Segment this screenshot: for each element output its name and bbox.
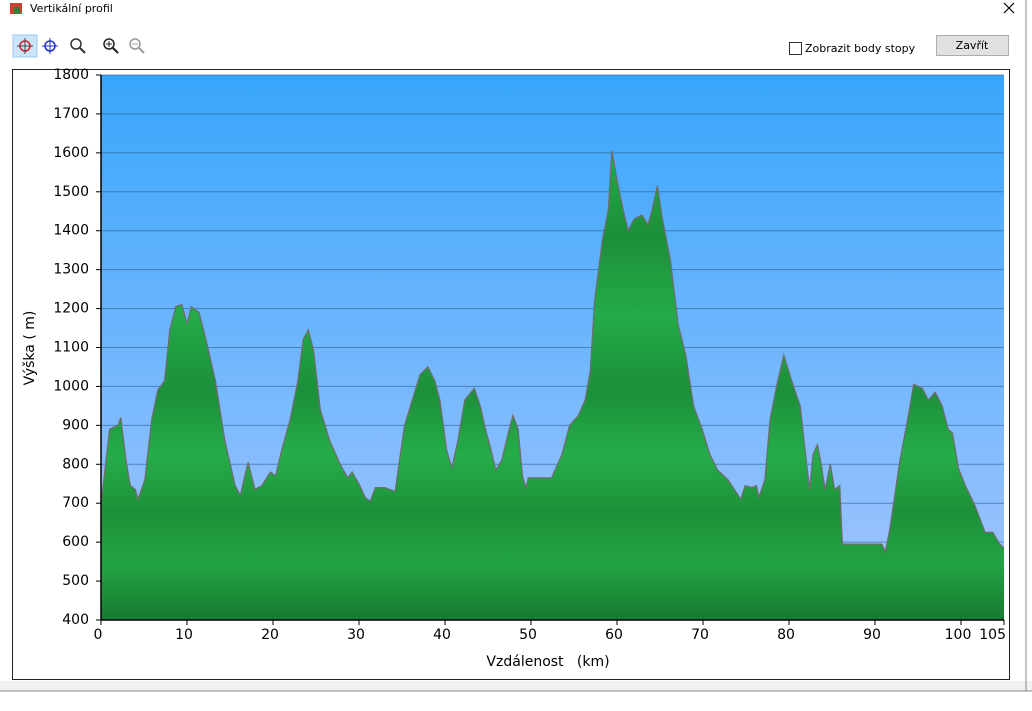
y-tick-label: 1300 (53, 262, 89, 278)
y-tick-label: 1700 (53, 106, 89, 122)
close-icon[interactable] (1003, 2, 1015, 14)
x-tick-label: 70 (691, 627, 709, 643)
app-icon-detail (14, 7, 20, 13)
y-tick-label: 1000 (53, 378, 89, 394)
x-tick-label: 40 (433, 627, 451, 643)
x-tick-label: 105 (979, 627, 1006, 643)
x-tick-label: 90 (863, 627, 881, 643)
area-fill (101, 150, 1004, 621)
y-tick-label: 500 (62, 573, 89, 589)
x-tick-label: 0 (94, 627, 103, 643)
x-tick-label: 100 (945, 627, 972, 643)
y-tick-label: 1400 (53, 223, 89, 239)
toolbar (17, 38, 145, 54)
x-tick-label: 30 (347, 627, 365, 643)
x-tick-label: 80 (777, 627, 795, 643)
y-tick-label: 900 (62, 417, 89, 433)
checkbox-label[interactable]: Zobrazit body stopy (805, 42, 916, 55)
y-tick-label: 1800 (53, 67, 89, 83)
y-tick-label: 1200 (53, 301, 89, 317)
profile-line (100, 150, 1005, 555)
tool-zoom-in[interactable] (103, 38, 115, 50)
tool-zoom-box[interactable] (70, 38, 82, 50)
x-tick-label: 20 (261, 627, 279, 643)
y-axis-label: Výška ( m) (22, 311, 38, 386)
y-tick-label: 700 (62, 495, 89, 511)
tool-zoom-out[interactable] (129, 38, 141, 50)
x-axis-label: Vzdálenost (km) (486, 654, 609, 670)
y-tick-label: 600 (62, 534, 89, 550)
y-tick-label: 800 (62, 456, 89, 472)
close-button[interactable] (936, 35, 1009, 56)
window-title: Vertikální profil (30, 2, 113, 15)
y-tick-label: 1600 (53, 145, 89, 161)
checkbox[interactable] (789, 42, 802, 55)
x-tick-label: 60 (605, 627, 623, 643)
y-tick-label: 400 (62, 612, 89, 628)
y-tick-label: 1100 (53, 340, 89, 356)
y-tick-label: 1500 (53, 184, 89, 200)
x-tick-label: 50 (519, 627, 537, 643)
close-button-label[interactable]: Zavřít (956, 39, 989, 52)
x-tick-label: 10 (175, 627, 193, 643)
status-strip (0, 681, 1032, 691)
